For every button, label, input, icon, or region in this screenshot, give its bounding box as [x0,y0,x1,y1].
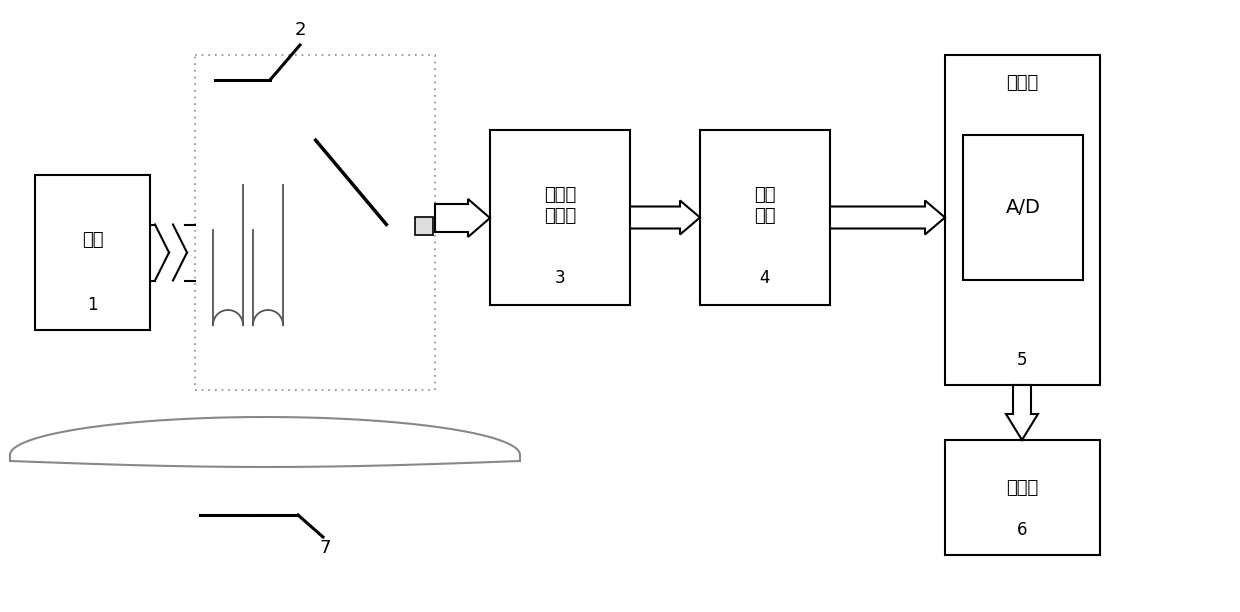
Bar [945,55,1100,385]
Text: 单片机: 单片机 [1007,74,1039,92]
Bar [415,217,433,234]
Text: 2: 2 [294,21,306,39]
Bar [195,55,435,390]
Polygon shape [830,201,945,234]
Text: 1: 1 [87,296,98,314]
Polygon shape [630,201,701,234]
Text: 光源: 光源 [82,231,103,250]
Bar [945,440,1100,555]
Bar [963,135,1083,280]
Text: 光电
检测: 光电 检测 [754,186,776,225]
Text: 4: 4 [760,269,770,287]
Text: 显示屏: 显示屏 [1007,479,1039,496]
Text: 7: 7 [319,539,331,557]
Bar [35,175,150,330]
Polygon shape [1006,385,1038,440]
Text: 3: 3 [554,269,565,287]
Text: A/D: A/D [1006,198,1040,217]
Text: 5: 5 [1017,351,1028,369]
Polygon shape [435,199,490,237]
Text: 6: 6 [1017,521,1028,539]
Bar [490,130,630,305]
Bar [701,130,830,305]
Text: 分光滤
光系统: 分光滤 光系统 [544,186,577,225]
